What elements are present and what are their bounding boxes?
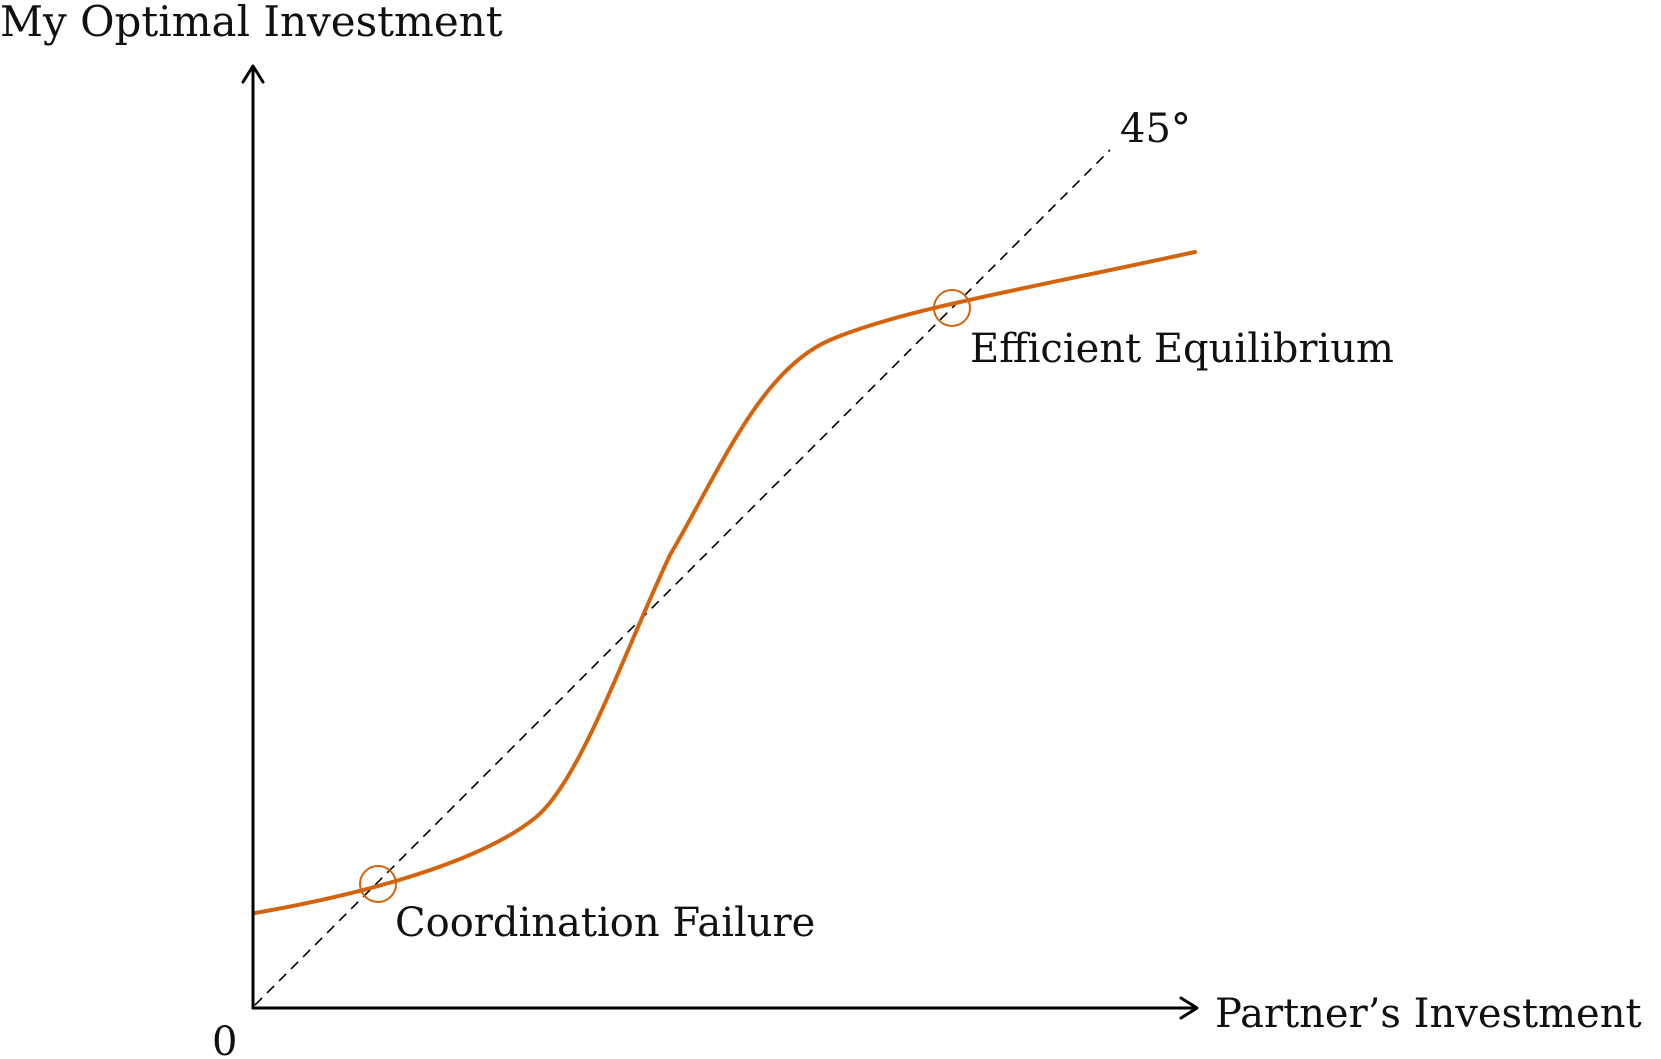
coordination-failure-label: Coordination Failure <box>395 900 815 946</box>
diagonal-45-line <box>254 149 1111 1006</box>
x-axis-arrowhead <box>1179 996 1199 1020</box>
best-response-curve <box>253 250 1197 915</box>
x-axis-label: Partner’s Investment <box>1215 991 1642 1037</box>
y-axis-arrowhead <box>241 64 265 84</box>
y-axis-label: My Optimal Investment <box>0 0 503 46</box>
diagonal-label: 45° <box>1120 106 1191 152</box>
coordination-failure-marker <box>359 865 397 903</box>
efficient-equilibrium-label: Efficient Equilibrium <box>970 326 1394 372</box>
efficient-equilibrium-marker <box>933 289 971 327</box>
origin-label: 0 <box>212 1019 237 1059</box>
